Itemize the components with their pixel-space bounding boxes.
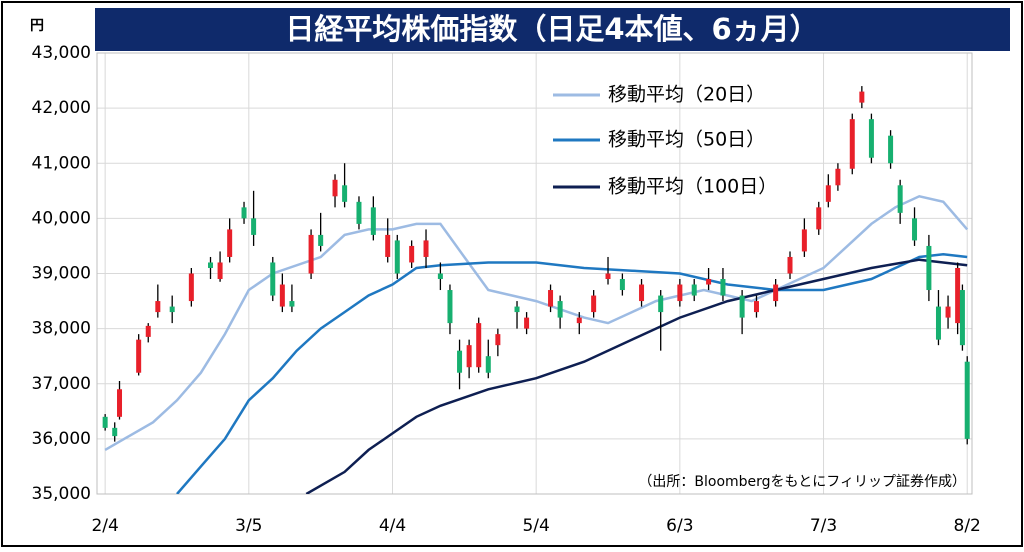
y-tick-label: 40,000 bbox=[32, 208, 91, 228]
x-tick-label: 7/3 bbox=[810, 516, 837, 536]
candle-body bbox=[169, 306, 175, 313]
candle-body bbox=[385, 234, 391, 257]
candle-body bbox=[959, 290, 965, 346]
y-tick-label: 42,000 bbox=[32, 98, 91, 118]
candle-body bbox=[485, 356, 491, 373]
candle-body bbox=[849, 119, 855, 169]
candle-body bbox=[605, 273, 611, 280]
candle-body bbox=[289, 301, 295, 307]
candle-body bbox=[457, 350, 463, 373]
candle-body bbox=[409, 245, 415, 263]
ma-line bbox=[176, 252, 968, 494]
candle-body bbox=[945, 306, 951, 318]
candle-body bbox=[332, 179, 338, 197]
candle-body bbox=[370, 207, 376, 235]
candle-body bbox=[739, 295, 745, 318]
candle-body bbox=[145, 325, 151, 337]
candle-body bbox=[888, 135, 894, 164]
candle-body bbox=[658, 295, 664, 313]
candle-body bbox=[208, 262, 214, 268]
candle-body bbox=[270, 262, 276, 296]
y-tick-label: 36,000 bbox=[32, 429, 91, 449]
candle-body bbox=[720, 279, 726, 296]
y-tick-label: 35,000 bbox=[32, 484, 91, 504]
plot-frame bbox=[96, 52, 973, 495]
candle-body bbox=[691, 284, 697, 296]
candle-body bbox=[241, 207, 247, 219]
x-tick-label: 4/4 bbox=[379, 516, 406, 536]
candle-body bbox=[912, 218, 918, 241]
candle-body bbox=[706, 279, 712, 285]
candle-body bbox=[227, 229, 233, 257]
candle-body bbox=[548, 290, 554, 307]
candle-body bbox=[308, 234, 314, 274]
candle-body bbox=[217, 262, 223, 280]
candle-body bbox=[897, 185, 903, 213]
candle-body bbox=[576, 317, 582, 324]
candle-body bbox=[868, 119, 874, 158]
candle-body bbox=[476, 323, 482, 368]
candle-body bbox=[801, 229, 807, 252]
candle-body bbox=[495, 334, 501, 346]
candle-body bbox=[825, 185, 831, 202]
y-tick-label: 37,000 bbox=[32, 374, 91, 394]
candle-body bbox=[859, 91, 865, 103]
candle-body bbox=[102, 416, 108, 428]
legend-label: 移動平均（100日） bbox=[608, 176, 777, 198]
candle-body bbox=[753, 301, 759, 313]
candle-body bbox=[557, 301, 563, 318]
candle-body bbox=[677, 284, 683, 302]
plot-area bbox=[102, 86, 970, 494]
candle-body bbox=[926, 245, 932, 291]
candle-body bbox=[112, 427, 118, 437]
candle-body bbox=[356, 201, 362, 224]
source-note: （出所：Bloombergをもとにフィリップ証券作成） bbox=[638, 474, 966, 490]
candle-body bbox=[279, 284, 285, 307]
candle-body bbox=[342, 185, 348, 202]
x-tick-label: 3/5 bbox=[235, 516, 262, 536]
legend-label: 移動平均（20日） bbox=[608, 84, 765, 106]
candle-body bbox=[514, 306, 520, 313]
y-tick-label: 41,000 bbox=[32, 153, 91, 173]
y-unit: 円 bbox=[30, 18, 44, 34]
y-tick-label: 38,000 bbox=[32, 319, 91, 339]
candle-body bbox=[136, 339, 142, 373]
candle-body bbox=[964, 361, 970, 439]
candle-body bbox=[447, 290, 453, 324]
x-tick-label: 5/4 bbox=[522, 516, 549, 536]
x-tick-label: 2/4 bbox=[91, 516, 118, 536]
x-tick-label: 6/3 bbox=[666, 516, 693, 536]
y-tick-label: 39,000 bbox=[32, 264, 91, 284]
candle-body bbox=[816, 207, 822, 230]
x-tick-label: 8/2 bbox=[954, 516, 981, 536]
candle-body bbox=[423, 240, 429, 257]
candle-body bbox=[591, 295, 597, 313]
chart-title: 日経平均株価指数（日足4本値、6ヵ月） bbox=[285, 12, 818, 46]
y-tick-label: 43,000 bbox=[32, 43, 91, 63]
candle-body bbox=[955, 267, 961, 324]
candle-body bbox=[117, 389, 123, 417]
title-banner bbox=[95, 8, 1010, 51]
candle-body bbox=[619, 279, 625, 291]
candle-body bbox=[251, 218, 257, 235]
candle-body bbox=[773, 284, 779, 302]
candle-body bbox=[835, 168, 841, 186]
candle-body bbox=[437, 273, 443, 280]
candle-body bbox=[524, 317, 530, 329]
candle-body bbox=[188, 273, 194, 302]
candle-body bbox=[318, 234, 324, 246]
candle-body bbox=[155, 301, 161, 313]
ma-line bbox=[305, 258, 968, 494]
candle-body bbox=[935, 306, 941, 340]
candle-body bbox=[787, 256, 793, 274]
ma-line bbox=[104, 194, 969, 451]
legend-label: 移動平均（50日） bbox=[608, 129, 765, 151]
candle-body bbox=[394, 240, 400, 274]
candle-body bbox=[466, 345, 472, 368]
candle-body bbox=[639, 284, 645, 302]
